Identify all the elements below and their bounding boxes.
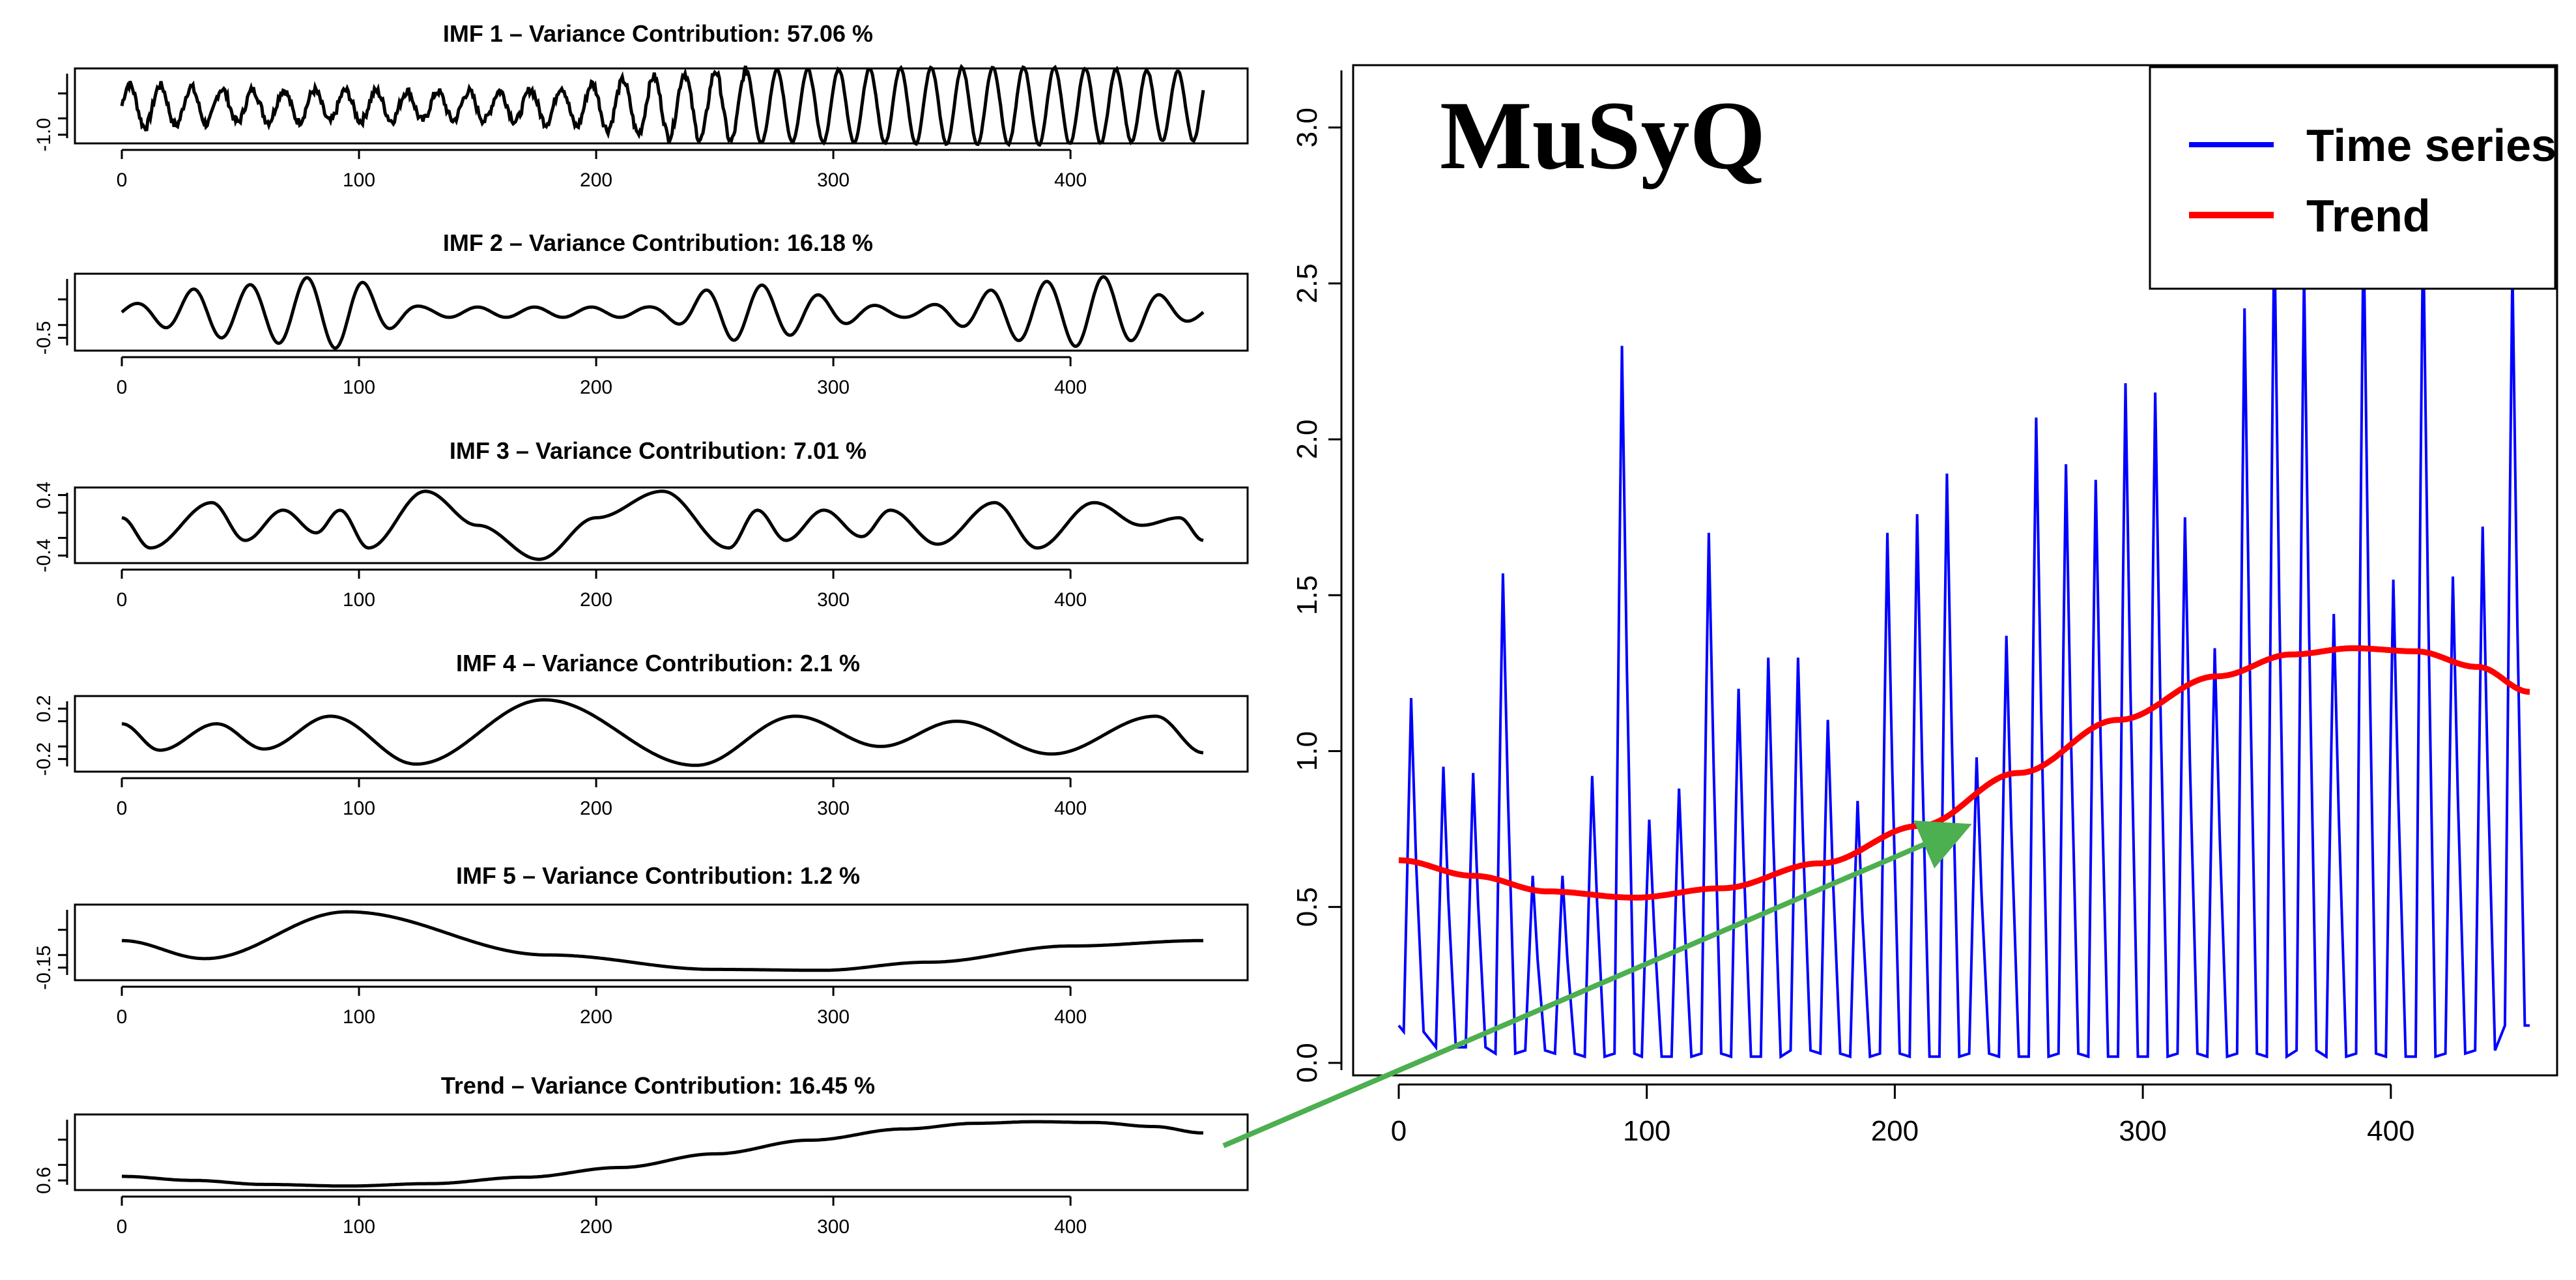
x-tick-label: 400 [1054, 169, 1087, 191]
x-tick-label: 300 [817, 1006, 850, 1028]
x-axis: 0 100 200 300 400 [117, 1195, 1087, 1238]
x-tick-label: 100 [343, 798, 375, 819]
site-label: MuSyQ [1440, 81, 1766, 190]
x-tick-label: 0 [117, 589, 128, 611]
y-tick-label: 0.2 [33, 695, 55, 722]
x-tick-label: 200 [580, 377, 612, 398]
x-tick-label: 100 [1623, 1115, 1670, 1147]
plot-frame [74, 695, 1249, 773]
plot-frame [74, 903, 1249, 982]
y-axis: 0.4 -0.4 [33, 482, 68, 573]
plot-frame [74, 272, 1249, 352]
time-series-line [1397, 221, 2530, 1059]
x-tick-label: 0 [1391, 1115, 1407, 1147]
y-tick-label: -0.5 [33, 321, 55, 355]
panel-imf-4: IMF 4 – Variance Contribution: 2.1 % 0.2… [33, 650, 1249, 819]
x-tick-label: 200 [580, 1006, 612, 1028]
x-axis: 0 100 200 300 400 [117, 985, 1087, 1028]
panel-title: IMF 5 – Variance Contribution: 1.2 % [456, 862, 860, 889]
x-tick-label: 100 [343, 1216, 375, 1238]
x-tick-label: 400 [1054, 1216, 1087, 1238]
x-tick-label: 300 [817, 377, 850, 398]
imf-4-line [121, 698, 1204, 767]
panel-main: MuSyQ 0.0 0.5 1.0 1.5 2.0 2.5 3.0 0 100 200 300 40… [1291, 64, 2558, 1147]
y-tick-label: 3.0 [1291, 108, 1323, 147]
x-tick-label: 200 [580, 169, 612, 191]
panel-imf-3: IMF 3 – Variance Contribution: 7.01 % 0.… [33, 437, 1249, 611]
x-tick-label: 400 [1054, 589, 1087, 611]
imf-3-line [121, 489, 1204, 561]
y-axis: -0.5 [33, 279, 68, 355]
plot-frame [74, 486, 1249, 564]
x-tick-label: 300 [817, 589, 850, 611]
x-tick-label: 0 [117, 169, 128, 191]
y-tick-label: -1.0 [33, 118, 55, 152]
x-axis: 0 100 200 300 400 [117, 568, 1087, 611]
panel-imf-2: IMF 2 – Variance Contribution: 16.18 % -… [33, 229, 1249, 398]
y-axis: -0.15 [33, 910, 68, 990]
x-tick-label: 100 [343, 377, 375, 398]
x-tick-label: 400 [1054, 798, 1087, 819]
y-tick-label: 2.0 [1291, 419, 1323, 459]
x-axis: 0 100 200 300 400 [117, 777, 1087, 819]
panel-imf-1: IMF 1 – Variance Contribution: 57.06 % -… [33, 20, 1249, 191]
plot-frame [74, 1113, 1249, 1191]
x-tick-label: 200 [1871, 1115, 1919, 1147]
x-tick-label: 300 [2119, 1115, 2166, 1147]
x-tick-label: 300 [817, 169, 850, 191]
imf-1-line [120, 63, 1205, 147]
y-tick-label: -0.15 [33, 945, 55, 989]
x-tick-label: 100 [343, 589, 375, 611]
x-axis: 0 100 200 300 400 [117, 149, 1087, 191]
panel-title: IMF 4 – Variance Contribution: 2.1 % [456, 650, 860, 676]
x-tick-label: 300 [817, 798, 850, 819]
y-tick-label: -0.4 [33, 539, 55, 573]
x-tick-label: 0 [117, 1216, 128, 1238]
y-axis: -1.0 [33, 74, 68, 152]
y-tick-label: 1.5 [1291, 575, 1323, 615]
x-tick-label: 400 [2367, 1115, 2414, 1147]
y-axis: 0.6 [33, 1120, 68, 1194]
panel-title: IMF 2 – Variance Contribution: 16.18 % [443, 229, 873, 256]
annotation-arrow [1222, 821, 1972, 1148]
x-tick-label: 0 [117, 377, 128, 398]
y-tick-label: 0.5 [1291, 887, 1323, 927]
x-tick-label: 0 [117, 1006, 128, 1028]
y-axis: 0.2 -0.2 [33, 695, 68, 776]
legend-label-trend: Trend [2306, 190, 2431, 241]
x-tick-label: 200 [580, 1216, 612, 1238]
x-tick-label: 0 [117, 798, 128, 819]
panel-imf-5: IMF 5 – Variance Contribution: 1.2 % -0.… [33, 862, 1249, 1028]
plot-frame [74, 67, 1249, 145]
panel-title: Trend – Variance Contribution: 16.45 % [441, 1072, 875, 1099]
plot-frame [1352, 64, 2558, 1077]
x-tick-label: 100 [343, 169, 375, 191]
imf-5-line [121, 910, 1203, 972]
x-tick-label: 400 [1054, 1006, 1087, 1028]
y-axis: 0.0 0.5 1.0 1.5 2.0 2.5 3.0 [1291, 70, 1343, 1083]
y-tick-label: 0.6 [33, 1167, 55, 1194]
panel-title: IMF 1 – Variance Contribution: 57.06 % [443, 20, 873, 47]
y-tick-label: 1.0 [1291, 731, 1323, 771]
panel-trend-small: Trend – Variance Contribution: 16.45 % 0… [33, 1072, 1249, 1238]
x-tick-label: 300 [817, 1216, 850, 1238]
imf-2-line [121, 275, 1205, 350]
x-axis: 0 100 200 300 400 [117, 356, 1087, 398]
trend-line [1398, 645, 2530, 901]
y-tick-label: 2.5 [1291, 263, 1323, 303]
legend-box [2149, 66, 2556, 290]
x-tick-label: 100 [343, 1006, 375, 1028]
trend-line-small [122, 1120, 1204, 1188]
panel-title: IMF 3 – Variance Contribution: 7.01 % [450, 437, 866, 464]
x-axis: 0 100 200 300 400 [1391, 1083, 2415, 1147]
x-tick-label: 400 [1054, 377, 1087, 398]
x-tick-label: 200 [580, 798, 612, 819]
legend-label-time-series: Time series [2306, 120, 2556, 171]
x-tick-label: 200 [580, 589, 612, 611]
y-tick-label: 0.4 [33, 482, 55, 509]
legend: Time series Trend [2149, 66, 2556, 290]
y-tick-label: -0.2 [33, 742, 55, 776]
y-tick-label: 0.0 [1291, 1043, 1323, 1083]
